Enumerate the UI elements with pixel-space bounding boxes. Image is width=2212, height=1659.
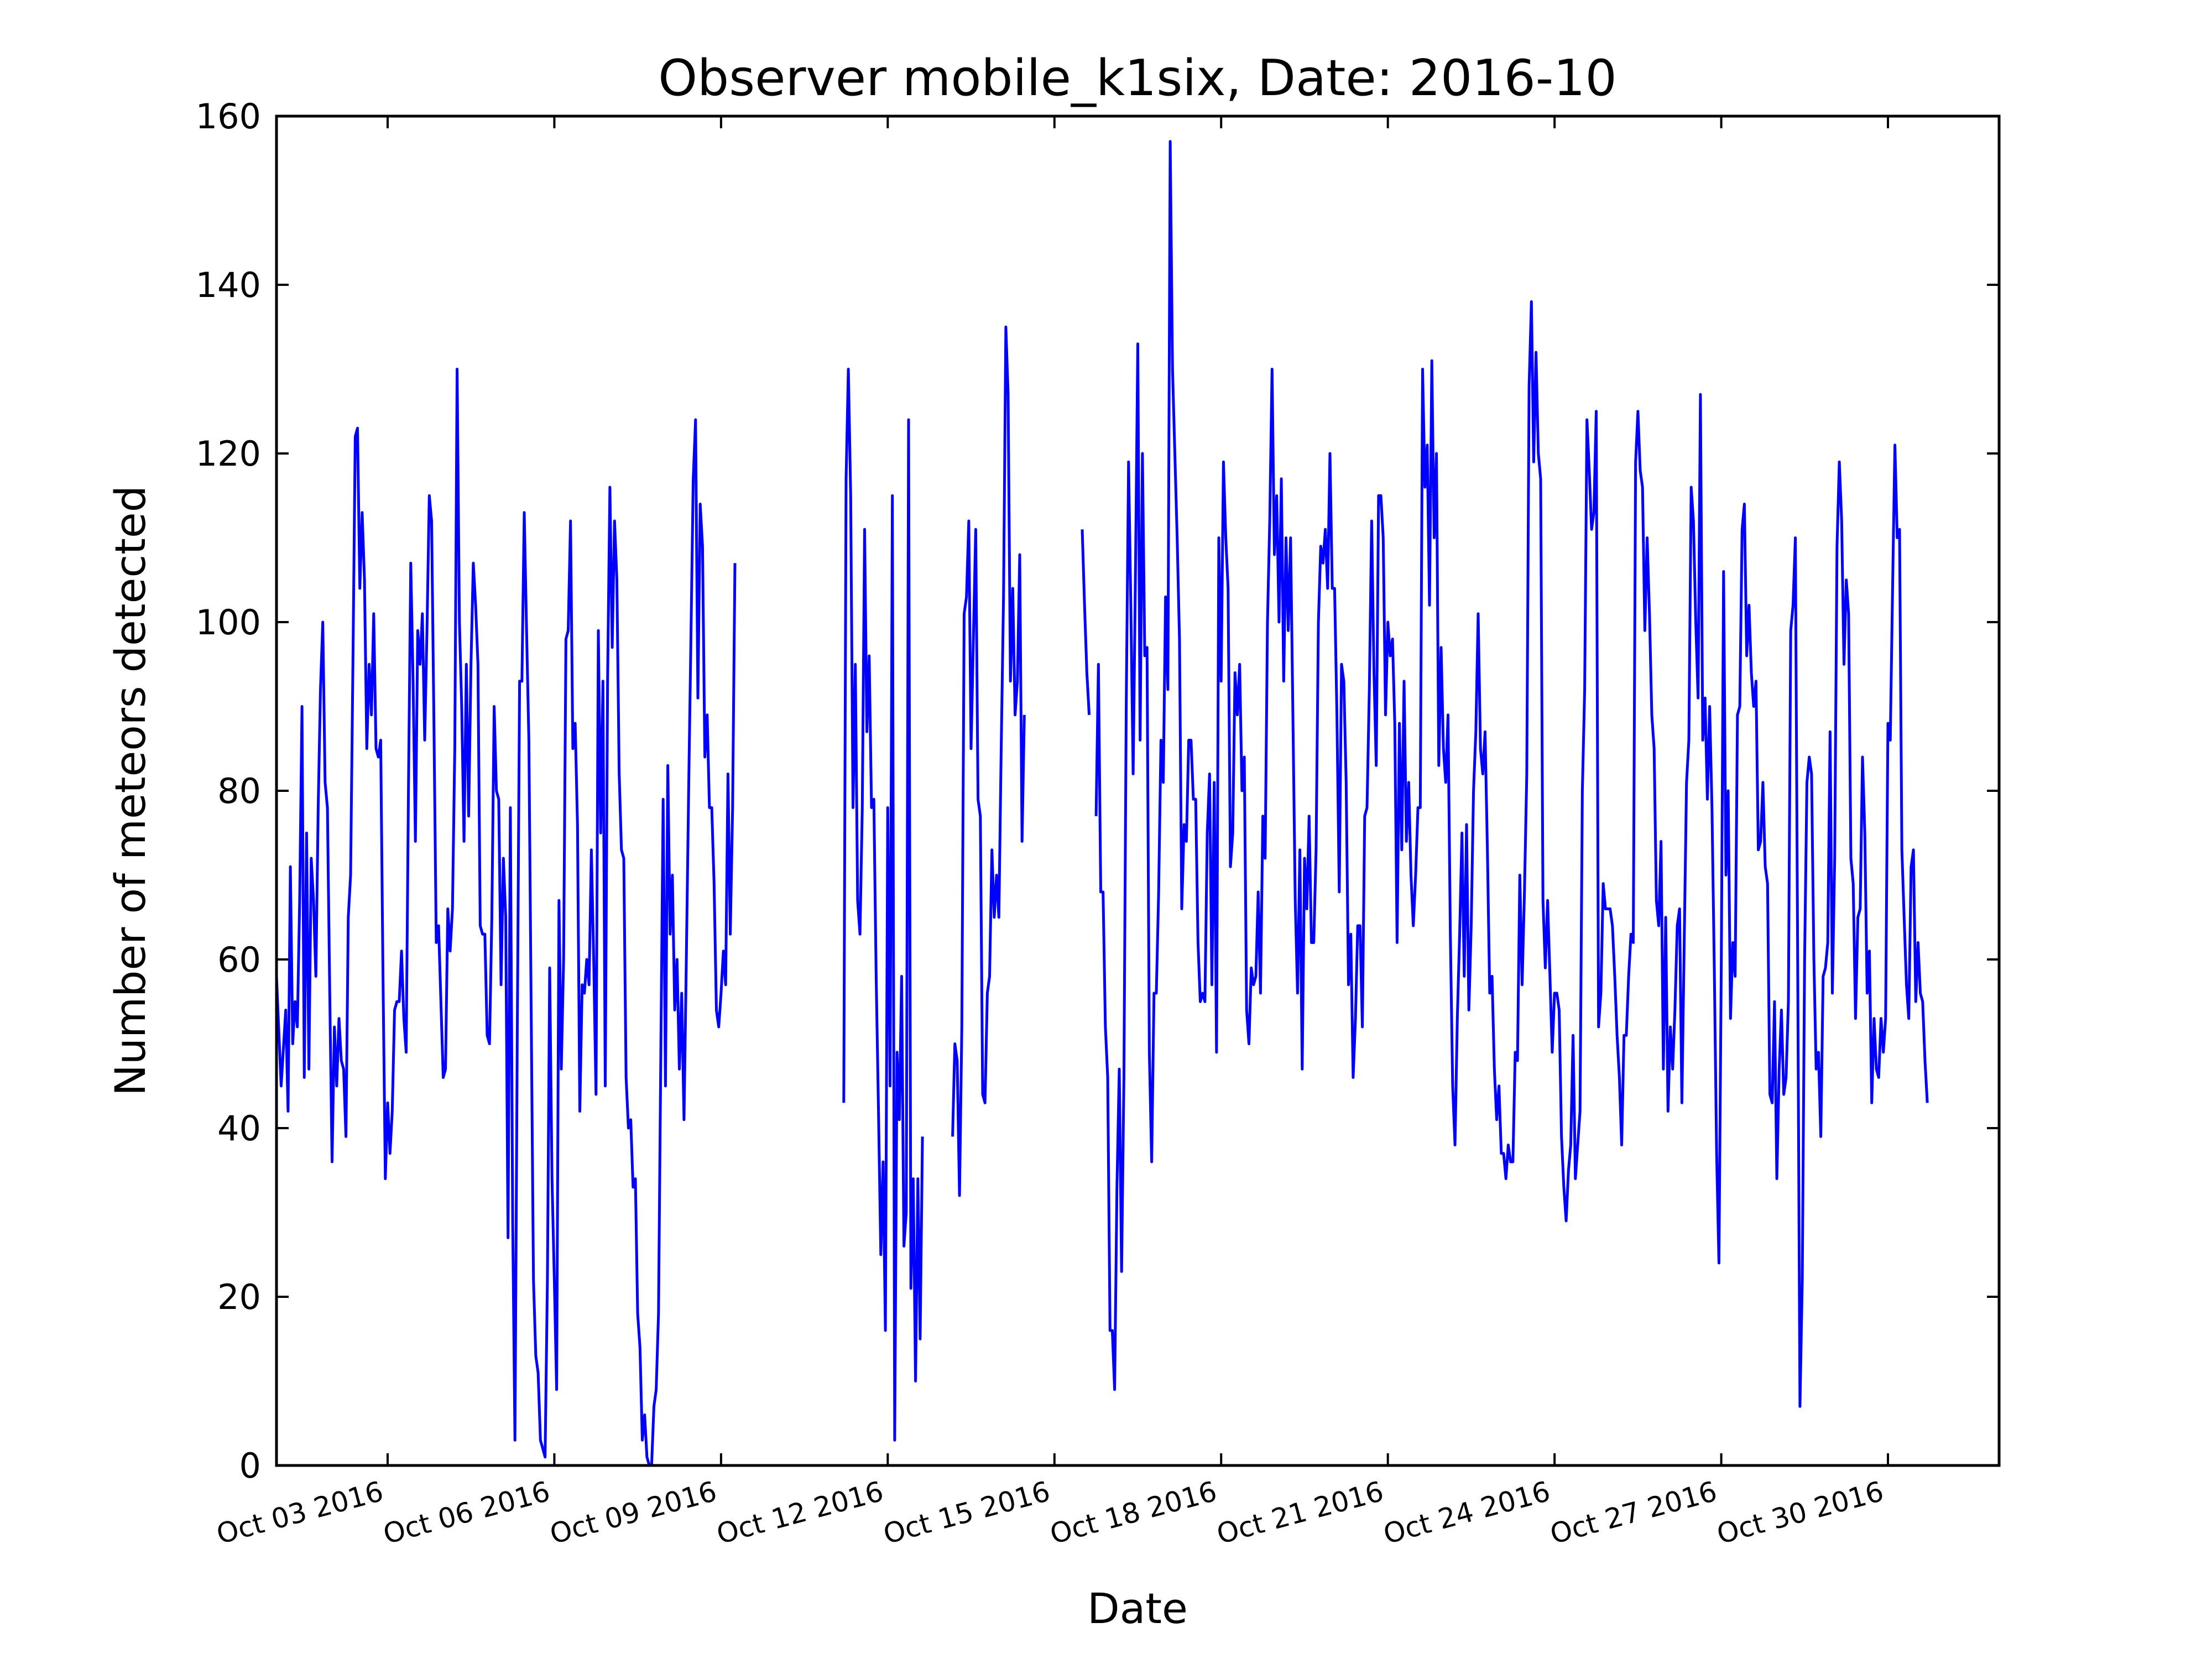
y-tick-label: 60 — [217, 940, 261, 980]
y-tick-label: 40 — [217, 1108, 261, 1149]
y-axis-label: Number of meteors detected — [106, 486, 155, 1096]
y-tick-label: 100 — [196, 602, 261, 643]
y-tick-label: 0 — [239, 1446, 261, 1486]
data-line-group — [275, 140, 1929, 1467]
y-tick-label: 120 — [196, 434, 261, 474]
data-line-segment-1-1 — [275, 368, 737, 1467]
data-line-segment-1-2 — [842, 368, 924, 1442]
x-axis-label: Date — [1087, 1584, 1188, 1633]
y-tick-label: 20 — [217, 1277, 261, 1317]
data-line-segment-1-4 — [1081, 529, 1091, 715]
y-axis-ticks: 0 20 40 60 80 100 120 140 160 — [196, 96, 1999, 1486]
y-tick-label: 160 — [196, 96, 261, 137]
y-tick-label: 80 — [217, 771, 261, 811]
data-line-segment-1-3 — [951, 325, 1026, 1197]
chart-title: Observer mobile_k1six, Date: 2016-10 — [658, 49, 1617, 107]
data-line-segment-1-5 — [1094, 140, 1929, 1408]
y-tick-label: 140 — [196, 265, 261, 305]
